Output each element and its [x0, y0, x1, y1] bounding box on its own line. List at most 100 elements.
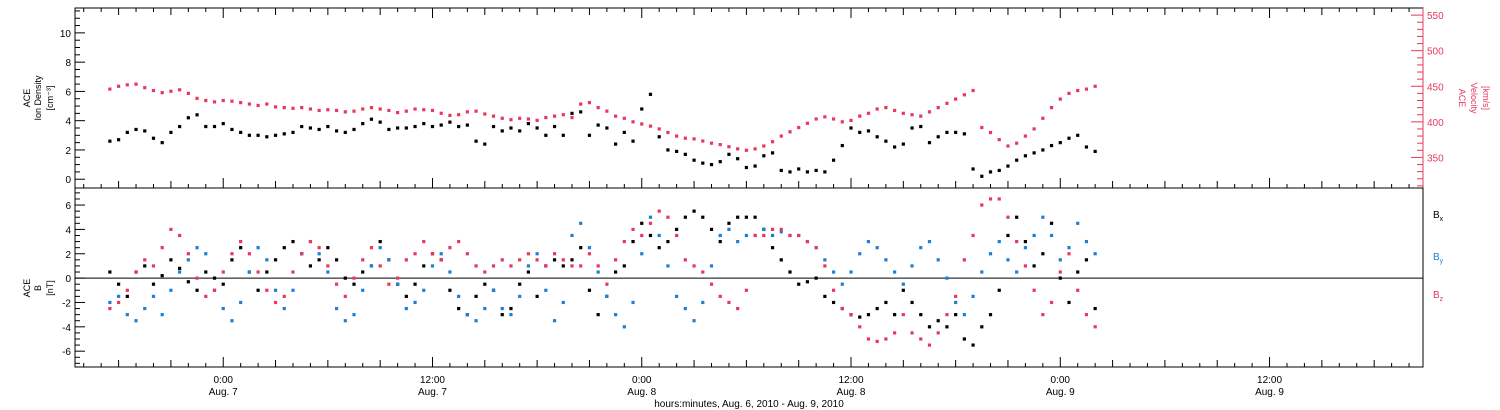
velocity-point — [483, 112, 487, 116]
density-point — [936, 135, 940, 139]
point-by — [744, 233, 748, 238]
density-point — [753, 164, 757, 168]
density-point — [805, 170, 810, 174]
density-point — [273, 133, 278, 137]
point-bx — [797, 282, 801, 286]
point-bz — [622, 239, 626, 244]
point-bx — [334, 258, 339, 262]
density-point — [1032, 151, 1036, 155]
density-point — [483, 142, 487, 146]
velocity-point — [701, 139, 705, 143]
point-by — [962, 313, 966, 317]
velocity-point — [666, 130, 670, 135]
point-bz — [762, 233, 766, 238]
point-bz — [317, 246, 321, 250]
series-bz — [108, 197, 1097, 347]
velocity-point — [753, 147, 757, 151]
velocity-point — [605, 109, 609, 113]
point-bz — [666, 215, 670, 219]
b-axis-title: ACE — [22, 279, 32, 298]
point-bz — [866, 337, 871, 341]
velocity-point — [762, 144, 766, 148]
velocity-tick-label: 400 — [1427, 118, 1444, 129]
point-by — [605, 294, 609, 298]
point-bx — [291, 239, 295, 244]
velocity-point — [893, 108, 897, 113]
velocity-point — [805, 121, 810, 125]
density-tick-label: 4 — [65, 117, 71, 128]
point-by — [1076, 221, 1080, 225]
density-point — [300, 124, 304, 129]
density-point — [544, 133, 548, 137]
point-bx — [108, 270, 112, 274]
velocity-point — [134, 82, 138, 86]
density-point — [439, 123, 443, 127]
point-bx — [823, 294, 827, 298]
point-by — [334, 306, 339, 311]
point-by — [361, 288, 365, 292]
point-by — [936, 258, 940, 262]
density-axis-title: ACE — [22, 89, 32, 108]
point-bz — [483, 270, 487, 274]
point-bz — [378, 264, 382, 268]
velocity-point — [352, 109, 356, 113]
density-point — [561, 133, 565, 137]
point-by — [1067, 246, 1071, 250]
point-bx — [404, 294, 408, 298]
point-by — [404, 306, 408, 311]
point-bz — [971, 233, 975, 238]
x-tick-date: Aug. 8 — [627, 387, 656, 398]
velocity-point — [317, 108, 321, 113]
velocity-tick-label: 350 — [1427, 153, 1444, 164]
velocity-point — [369, 106, 374, 110]
point-by — [500, 306, 504, 311]
velocity-point — [640, 122, 644, 126]
density-point — [849, 126, 853, 130]
density-tick-label: 6 — [65, 87, 71, 98]
density-point — [910, 126, 914, 130]
velocity-point — [291, 106, 295, 110]
velocity-point — [866, 111, 871, 115]
legend-item-bz: Bz — [1433, 290, 1444, 303]
velocity-series — [108, 82, 1097, 152]
velocity-point — [962, 93, 966, 97]
point-by — [457, 294, 461, 298]
point-bx — [1023, 239, 1028, 244]
point-by — [509, 313, 513, 317]
point-bz — [308, 239, 313, 244]
point-by — [439, 252, 443, 256]
density-point — [465, 123, 469, 127]
point-bz — [675, 233, 679, 238]
velocity-point — [1093, 84, 1097, 88]
point-bz — [579, 264, 583, 268]
density-tick-label: 0 — [65, 175, 71, 186]
point-bz — [369, 246, 374, 250]
point-bx — [753, 215, 757, 219]
point-by — [134, 319, 138, 323]
top-panel-frame — [74, 7, 1424, 189]
point-by — [430, 264, 435, 268]
point-by — [858, 252, 862, 256]
density-point — [413, 124, 417, 129]
velocity-point — [518, 116, 522, 120]
point-bz — [605, 282, 609, 286]
point-by — [448, 270, 452, 274]
point-by — [1049, 233, 1054, 238]
velocity-tick-label: 450 — [1427, 82, 1444, 93]
point-bz — [797, 233, 801, 238]
density-point — [988, 170, 993, 174]
velocity-point — [1041, 116, 1045, 120]
velocity-point — [718, 143, 722, 147]
point-bz — [744, 288, 748, 292]
point-by — [997, 239, 1001, 244]
density-point — [212, 124, 217, 129]
point-by — [526, 264, 531, 268]
velocity-point — [770, 140, 775, 144]
velocity-point — [648, 124, 653, 128]
point-bx — [596, 313, 600, 317]
point-bz — [570, 264, 574, 268]
density-point — [1093, 149, 1097, 154]
point-bz — [718, 294, 722, 298]
velocity-point — [579, 102, 583, 106]
point-by — [701, 300, 705, 305]
